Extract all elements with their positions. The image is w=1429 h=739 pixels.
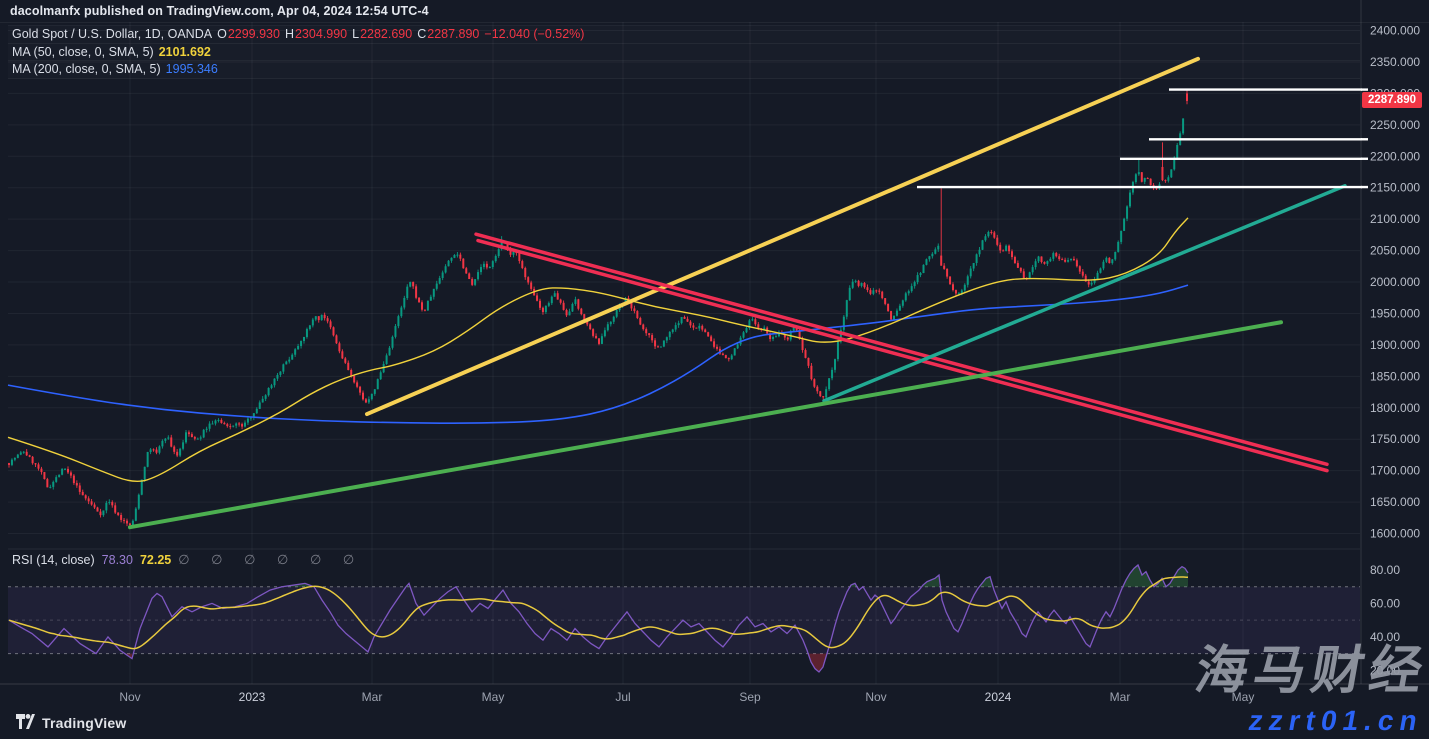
- trendline-descending-channel-red-upper[interactable]: [474, 232, 1329, 467]
- price-tick-label: 1850.000: [1370, 369, 1420, 383]
- trendline-support-teal[interactable]: [822, 184, 1347, 403]
- tradingview-brand-text: TradingView: [42, 714, 127, 731]
- rsi-extreme-fill: [922, 575, 939, 587]
- rsi-ma-value: 72.25: [139, 553, 172, 567]
- time-axis[interactable]: Nov 2023 Mar May Jul Sep Nov 2024 Mar May: [119, 690, 1254, 704]
- rsi-extreme-fill: [979, 576, 993, 587]
- ma200-value: 1995.346: [165, 62, 218, 77]
- published-header: dacolmanfx published on TradingView.com,…: [10, 4, 429, 18]
- trendline-support-green[interactable]: [128, 320, 1283, 530]
- price-tick-label: 1800.000: [1370, 401, 1420, 415]
- high-value: 2304.990: [294, 27, 348, 42]
- trendline-rising-wedge-yellow[interactable]: [365, 56, 1200, 417]
- rsi-tick-label: 40.00: [1370, 630, 1400, 644]
- price-tick-label: 2350.000: [1370, 55, 1420, 69]
- ma50-label: MA (50, close, 0, SMA, 5): [12, 44, 154, 59]
- close-value: 2287.890: [427, 27, 480, 42]
- time-tick-label-Mar: Mar: [1110, 690, 1131, 704]
- low-label: L: [352, 27, 360, 42]
- price-tick-label: 1600.000: [1370, 527, 1420, 541]
- price-tick-label: 2100.000: [1370, 212, 1420, 226]
- time-tick-label-Nov: Nov: [865, 690, 886, 704]
- rsi-tick-label: 60.00: [1370, 596, 1400, 610]
- time-tick-label-May: May: [482, 690, 505, 704]
- price-tick-label: 1950.000: [1370, 306, 1420, 320]
- rsi-legend-row[interactable]: RSI (14, close) 78.30 72.25 ∅ ∅ ∅ ∅ ∅ ∅: [8, 552, 363, 568]
- high-label: H: [284, 27, 294, 42]
- close-label: C: [417, 27, 427, 42]
- tradingview-footer[interactable]: TradingView: [16, 714, 126, 731]
- rsi-tick-label: 80.00: [1370, 563, 1400, 577]
- tradingview-logo-icon: [16, 714, 35, 731]
- rsi-line[interactable]: [8, 563, 1189, 673]
- price-tick-label: 2150.000: [1370, 181, 1420, 195]
- rsi-axis[interactable]: 80.00 60.00 40.00 20.00: [1370, 563, 1400, 677]
- price-tick-label: 1650.000: [1370, 495, 1420, 509]
- low-value: 2282.690: [360, 27, 413, 42]
- ma200-label: MA (200, close, 0, SMA, 5): [12, 62, 161, 77]
- ma50-line[interactable]: [7, 217, 1189, 483]
- rsi-value: 78.30: [101, 553, 133, 567]
- price-tick-label: 1700.000: [1370, 464, 1420, 478]
- price-axis[interactable]: 2400.0002350.0002300.0002250.0002200.000…: [1370, 24, 1420, 541]
- price-tick-label: 2050.000: [1370, 244, 1420, 258]
- time-tick-label-Jul: Jul: [615, 690, 630, 704]
- time-tick-label-Sep: Sep: [739, 690, 761, 704]
- ma200-legend-row[interactable]: MA (200, close, 0, SMA, 5) 1995.346: [8, 61, 1360, 79]
- trendline-descending-channel-red-lower[interactable]: [476, 238, 1329, 473]
- time-tick-label-Mar: Mar: [362, 690, 383, 704]
- last-price-label: 2287.890: [1362, 92, 1422, 108]
- time-tick-label-2024: 2024: [985, 690, 1012, 704]
- price-tick-label: 1750.000: [1370, 432, 1420, 446]
- ma200-line[interactable]: [7, 284, 1189, 425]
- change-value: −12.040 (−0.52%): [484, 27, 585, 42]
- price-tick-label: 2250.000: [1370, 118, 1420, 132]
- time-tick-label-2023: 2023: [239, 690, 266, 704]
- rsi-tick-label: 20.00: [1370, 663, 1400, 677]
- rsi-hidden-plots-icons: ∅ ∅ ∅ ∅ ∅ ∅: [178, 552, 364, 567]
- symbol-legend-row[interactable]: Gold Spot / U.S. Dollar, 1D, OANDA O 2299…: [8, 25, 1360, 44]
- price-tick-label: 2200.000: [1370, 149, 1420, 163]
- open-label: O: [217, 27, 227, 42]
- legend-panel: Gold Spot / U.S. Dollar, 1D, OANDA O 2299…: [8, 25, 1360, 79]
- price-tick-label: 1900.000: [1370, 338, 1420, 352]
- price-tick-label: 2400.000: [1370, 24, 1420, 38]
- grid-layer: [0, 22, 1429, 684]
- ma50-value: 2101.692: [158, 44, 211, 59]
- open-value: 2299.930: [227, 27, 280, 42]
- ma50-legend-row[interactable]: MA (50, close, 0, SMA, 5) 2101.692: [8, 44, 1360, 61]
- time-tick-label-May: May: [1232, 690, 1255, 704]
- rsi-label: RSI (14, close): [12, 553, 95, 567]
- rsi-ma-line[interactable]: [8, 576, 1189, 650]
- symbol-title: Gold Spot / U.S. Dollar, 1D, OANDA: [12, 27, 213, 42]
- rsi-pane[interactable]: [8, 563, 1360, 673]
- time-tick-label-Nov: Nov: [119, 690, 140, 704]
- price-tick-label: 2000.000: [1370, 275, 1420, 289]
- watermark-cjk-text: 海马财经: [1190, 642, 1429, 700]
- watermark-url-text: zzrt01.cn: [1246, 705, 1426, 736]
